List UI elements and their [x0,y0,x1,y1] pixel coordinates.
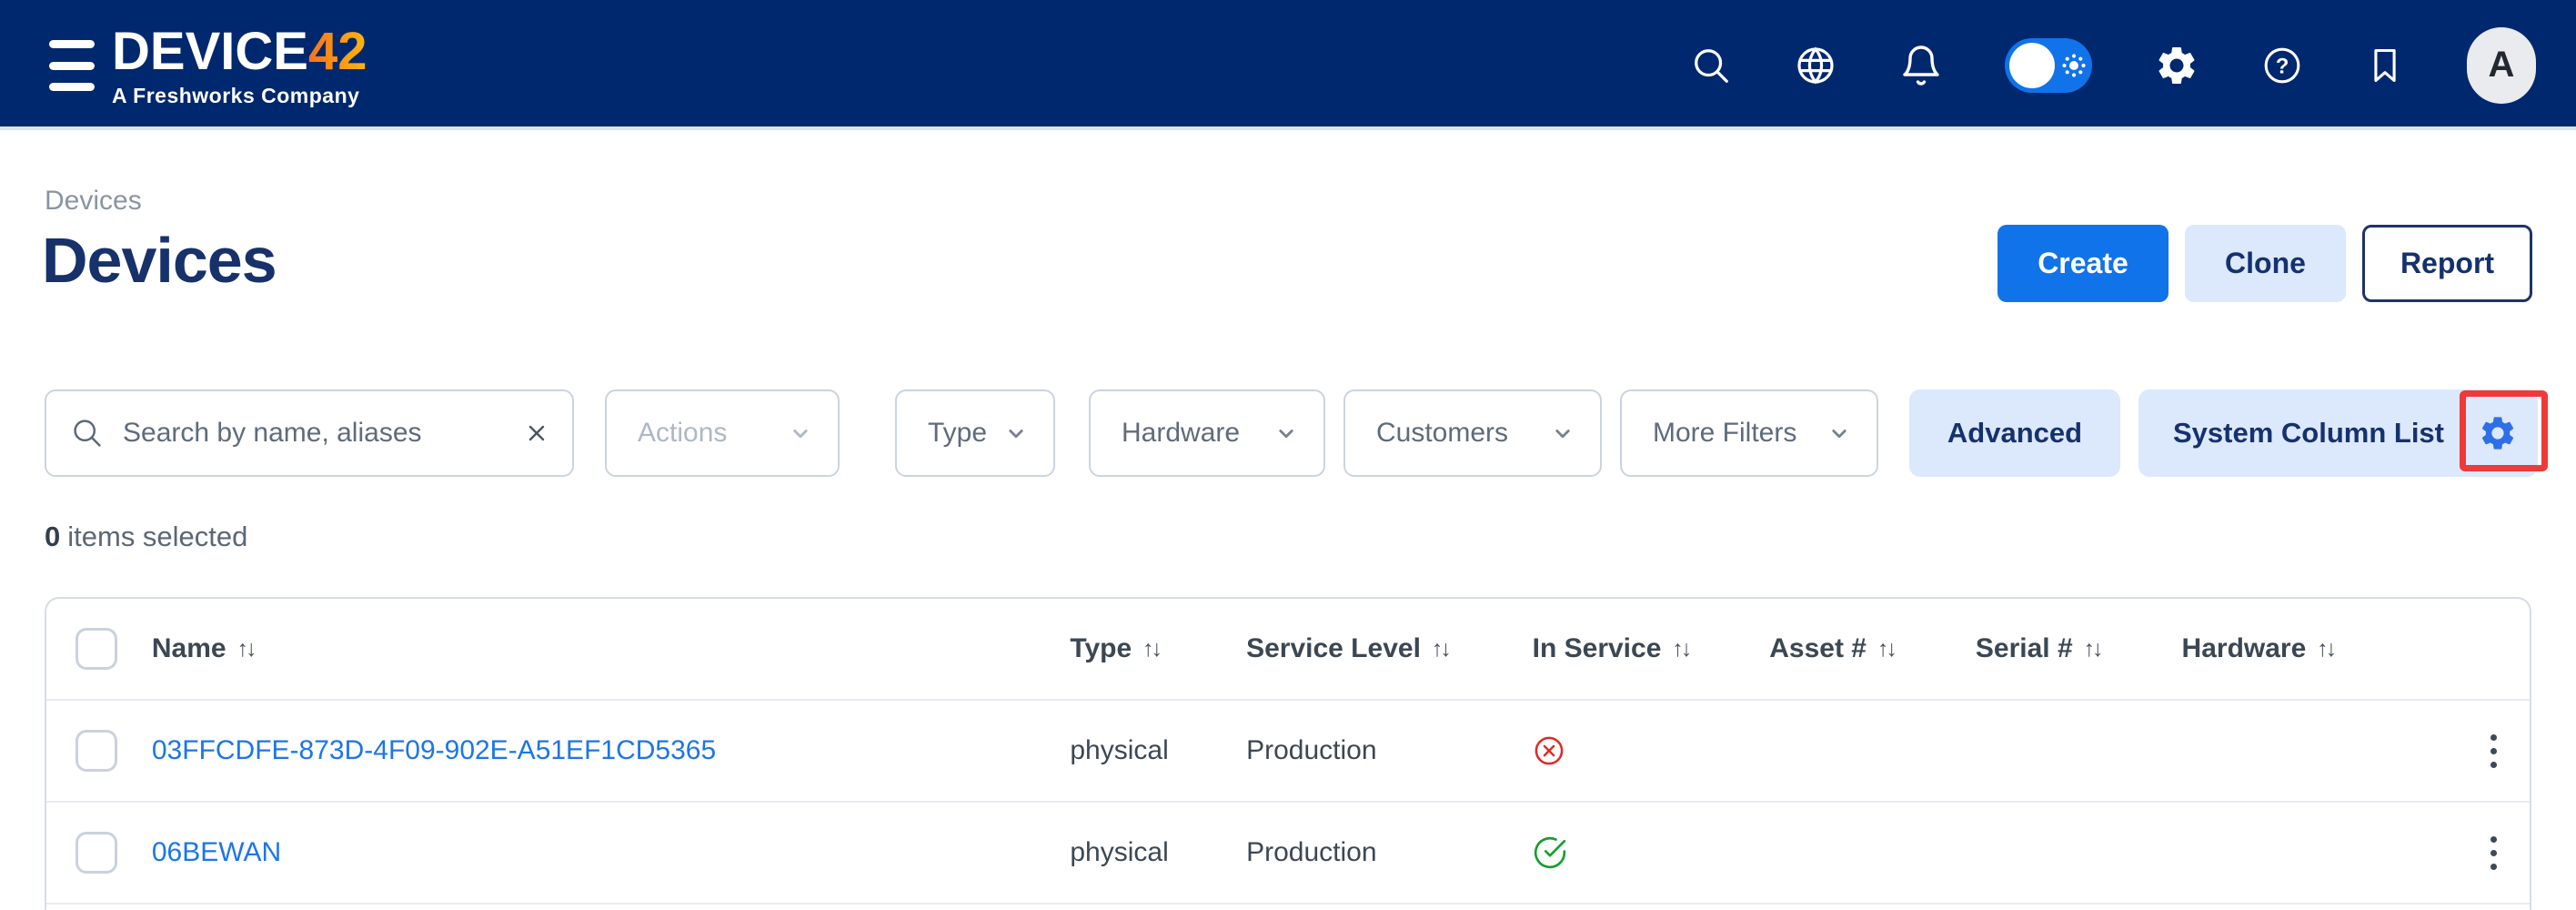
report-button[interactable]: Report [2362,225,2532,302]
column-header-name[interactable]: Name ↑↓ [151,633,257,663]
svg-text:?: ? [2276,54,2289,78]
clear-search-icon[interactable] [523,420,550,447]
system-column-list-button[interactable]: System Column List [2138,389,2538,477]
in-service-icon [1534,836,1565,869]
devices-table: Name ↑↓ Type ↑↓ Service Level ↑↓ In Service… [45,597,2531,910]
row-actions-kebab-icon[interactable] [2485,831,2502,875]
hardware-filter-dropdown[interactable]: Hardware [1089,389,1325,477]
device-type: physical [1070,735,1169,765]
clone-button[interactable]: Clone [2185,225,2346,302]
column-header-type[interactable]: Type ↑↓ [1070,633,1162,663]
selection-label: items selected [67,521,248,552]
customers-filter-dropdown[interactable]: Customers [1343,389,1602,477]
create-button[interactable]: Create [1997,225,2168,302]
device-service-level: Production [1246,735,1377,765]
notifications-bell-icon[interactable] [1899,44,1943,87]
type-filter-dropdown[interactable]: Type [895,389,1055,477]
device-service-level: Production [1246,837,1377,867]
table-header-row: Name ↑↓ Type ↑↓ Service Level ↑↓ In Service… [46,599,2530,701]
chevron-down-icon [793,430,808,439]
column-header-service-level[interactable]: Service Level ↑↓ [1246,633,1452,663]
search-box[interactable] [45,389,574,477]
column-settings-gear-icon[interactable] [2478,413,2518,453]
search-icon [74,420,101,447]
device-name-link[interactable]: 03FFCDFE-873D-4F09-902E-A51EF1CD5365 [151,735,717,765]
device-name-link[interactable]: 06BEWAN [151,837,282,867]
column-header-asset-number[interactable]: Asset # ↑↓ [1769,633,1897,663]
customers-filter-label: Customers [1376,418,1509,448]
navbar-icon-group: ? A [1690,0,2536,130]
type-filter-label: Type [928,418,988,448]
logo-subtitle: A Freshworks Company [112,84,360,107]
toggle-knob-icon [2009,42,2055,88]
sort-icon[interactable]: ↑↓ [1431,635,1452,662]
filter-bar: Actions Type Hardware Customers More Fil… [0,389,2576,477]
sort-icon[interactable]: ↑↓ [1142,635,1162,662]
search-icon[interactable] [1690,45,1732,86]
chevron-down-icon [1555,430,1570,439]
breadcrumb[interactable]: Devices [45,186,142,216]
selection-count: 0 [45,521,61,552]
avatar-initial: A [2488,45,2515,85]
hamburger-menu-icon[interactable] [49,40,95,91]
system-column-list-label: System Column List [2173,417,2444,449]
row-checkbox[interactable] [75,730,117,772]
settings-gear-icon[interactable] [2154,43,2199,88]
sort-icon[interactable]: ↑↓ [2317,635,2337,662]
search-input[interactable] [123,418,523,449]
sun-icon [2062,53,2086,77]
help-icon[interactable]: ? [2261,45,2303,86]
logo-accent: 42 [307,22,367,81]
logo-text: DEVICE [112,22,308,81]
device-type: physical [1070,837,1169,867]
device42-logo[interactable]: DEVICE42 A Freshworks Company [112,24,367,108]
row-actions-kebab-icon[interactable] [2485,729,2502,774]
sort-icon[interactable]: ↑↓ [1877,635,1897,662]
top-navbar: DEVICE42 A Freshworks Company ? [0,0,2576,130]
advanced-button[interactable]: Advanced [1909,389,2120,477]
column-header-hardware[interactable]: Hardware ↑↓ [2181,633,2338,663]
out-of-service-icon [1535,736,1563,765]
table-row: 03FFCDFE-873D-4F09-902E-A51EF1CD5365 phy… [46,701,2530,803]
sort-icon[interactable]: ↑↓ [2083,635,2104,662]
more-filters-label: More Filters [1653,418,1797,448]
selection-status: 0 items selected [45,521,247,553]
select-all-checkbox[interactable] [75,628,117,670]
page-title: Devices [42,225,277,296]
bookmark-icon[interactable] [2365,46,2405,86]
sort-icon[interactable]: ↑↓ [236,635,257,662]
chevron-down-icon [1279,430,1293,439]
column-header-serial-number[interactable]: Serial # ↑↓ [1975,633,2104,663]
theme-toggle[interactable] [2005,37,2092,93]
actions-dropdown[interactable]: Actions [605,389,840,477]
table-row: 06BEWAN physical Production [46,803,2530,905]
more-filters-dropdown[interactable]: More Filters [1620,389,1878,477]
chevron-down-icon [1009,430,1023,439]
actions-label: Actions [638,418,728,448]
globe-icon[interactable] [1794,44,1837,87]
row-checkbox[interactable] [75,832,117,874]
sort-icon[interactable]: ↑↓ [1672,635,1692,662]
user-avatar[interactable]: A [2467,26,2536,104]
chevron-down-icon [1832,430,1846,439]
hardware-filter-label: Hardware [1122,418,1241,448]
column-header-in-service[interactable]: In Service ↑↓ [1532,633,1693,663]
